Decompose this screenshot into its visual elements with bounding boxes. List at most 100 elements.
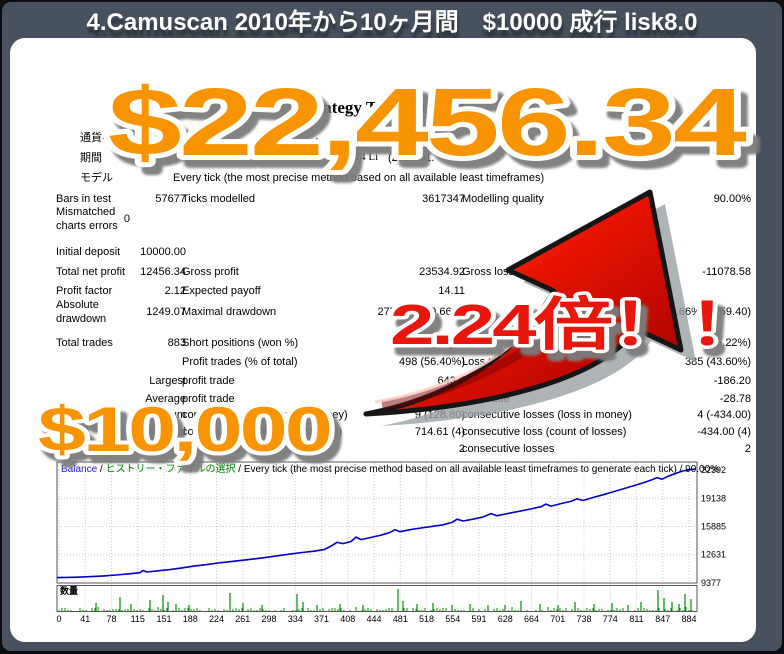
x-axis-label: 444 [366,614,381,624]
report-cell: Profit factor [56,285,113,297]
x-axis-label: 774 [603,614,618,624]
report-cell: Largest [149,375,186,387]
arrow-center-stripe [381,298,601,410]
balance-pane [56,461,698,584]
report-cell: consecutive losses (loss in money) [462,409,632,421]
report-cell: 2 [458,443,465,455]
report-cell: -434.00 (4) [697,426,751,438]
report-subtitle-fragment: ( [477,151,481,163]
report-cell: Average [145,443,186,455]
report-cell: 2 [744,443,751,455]
chart-legend: Balance / ヒストリー・ファイルの選択 / Every tick (th… [61,462,719,475]
report-cell: 714.61 (4) [414,426,465,438]
report-subtitle-fragment: n_Fore [323,136,369,152]
report-cell: drawdown [56,313,107,325]
report-cell: 2.12 [164,285,186,297]
report-cell: 385 (43.60%) [684,356,751,368]
report-cell: Initial deposit [56,246,121,258]
x-axis-label: 224 [209,614,224,624]
x-axis-label: 298 [261,614,276,624]
x-axis-label: 261 [235,614,250,624]
report-cell: consecutive losses [462,443,555,455]
report-cell: 90.00% [713,193,751,205]
x-axis-label: 591 [471,614,486,624]
x-axis-label: 701 [550,614,565,624]
report-cell: profit trade [182,393,235,405]
report-cell: 883 [167,337,186,349]
report-cell: 10000.00 [140,246,186,258]
volume-pane [56,585,698,612]
report-cell: (2010.01. [388,152,435,164]
report-cell: 通貨ペア [80,132,124,144]
report-subtitle-fragment: -MT4 Li [340,151,379,163]
report-cell: 23534.92 [419,266,465,278]
y-axis-label: 12631 [701,550,726,560]
report-cell: -28.78 [719,393,751,405]
promo-text-overlays: $22,456.34 $10,000 2.24倍！！ [34,64,770,469]
legend-balance: Balance [61,464,98,475]
x-axis-label: 628 [498,614,513,624]
report-cell: charts errors [56,220,118,232]
x-axis-label: 41 [80,614,90,624]
x-axis-label: 334 [288,614,303,624]
report-cell: 14.11 [438,285,465,297]
report-cell: Bars in test [56,193,112,205]
report-cell: Maximal [145,426,186,438]
report-cell: 12456.34 [140,266,186,278]
report-cell: Absolute [56,299,99,311]
y-axis-label: 19138 [701,493,726,503]
report-cell: Gross profit [182,266,239,278]
report-cell: Short positions (won %) [182,337,299,349]
x-axis-label: 78 [106,614,116,624]
x-axis-label: 847 [655,614,670,624]
x-axis-label: 518 [419,614,434,624]
title-bar: 4.Camuscan 2010年から10ヶ月間 $10000 成行 lisk8.… [0,0,784,38]
x-axis-label: 371 [314,614,329,624]
x-axis-label: 664 [524,614,539,624]
report-cell: Profit trades (% of total) [182,356,298,368]
x-axis-label: 738 [576,614,591,624]
chart-area: 0 41 78 115 151 188 224 261 298 334 371 408 444 481 51… [56,461,726,624]
arrow-gloss [374,305,550,404]
report-cell: -11078.58 [702,266,751,278]
x-axis-label: 884 [681,614,696,624]
balance-line [56,468,696,579]
report-cell: -186.20 [713,375,751,387]
report-cell: Gross loss [462,266,514,278]
overlay-big-amount: $22,456.34 [108,69,746,176]
report-cell: 57677 [155,193,186,205]
report-cell: Maximum [138,409,186,421]
report-cell: Total net profit [56,266,126,278]
overlay-start-amount: $10,000 [38,395,330,465]
x-axis-label: 554 [445,614,460,624]
report-cell: Total trades [56,337,113,349]
report-cell: モデル [80,172,113,184]
report-cell: consecutive profit (count of wins) [182,426,343,438]
x-axis-label: 151 [156,614,171,624]
x-axis-label: 811 [629,614,643,624]
report-cell: Maximal drawdown [182,306,277,318]
y-axis-label: 9377 [701,578,721,588]
report-cell: Mismatched [56,206,116,218]
y-axis-label: 15885 [701,521,726,531]
report-subtitle-fragment: ( [313,136,318,152]
x-axis-label: 0 [56,614,61,624]
report-title: Strategy Tester Report [300,98,466,117]
overlay-multiplier: 2.24倍！！ [390,293,764,357]
report-cell: Average [145,393,186,405]
y-axis-label: 22392 [701,465,726,475]
x-axis-label: 408 [340,614,355,624]
report-cell: 0 [123,213,130,225]
report-cell: 3617347 [422,193,465,205]
x-axis-label: 481 [393,614,408,624]
report-cell: 期間 [80,152,102,164]
legend-symbol: ヒストリー・ファイルの選択 [105,462,235,475]
report-cell: Ticks modelled [182,193,255,205]
report-cell: 1249.07 [146,306,186,318]
report-cell: 4 (-434.00) [697,409,751,421]
report-cell: Expected payoff [182,285,261,297]
legend-model: / Every tick (the most precise method ba… [235,464,719,475]
report-cell: 498 (56.40%) [398,356,465,368]
